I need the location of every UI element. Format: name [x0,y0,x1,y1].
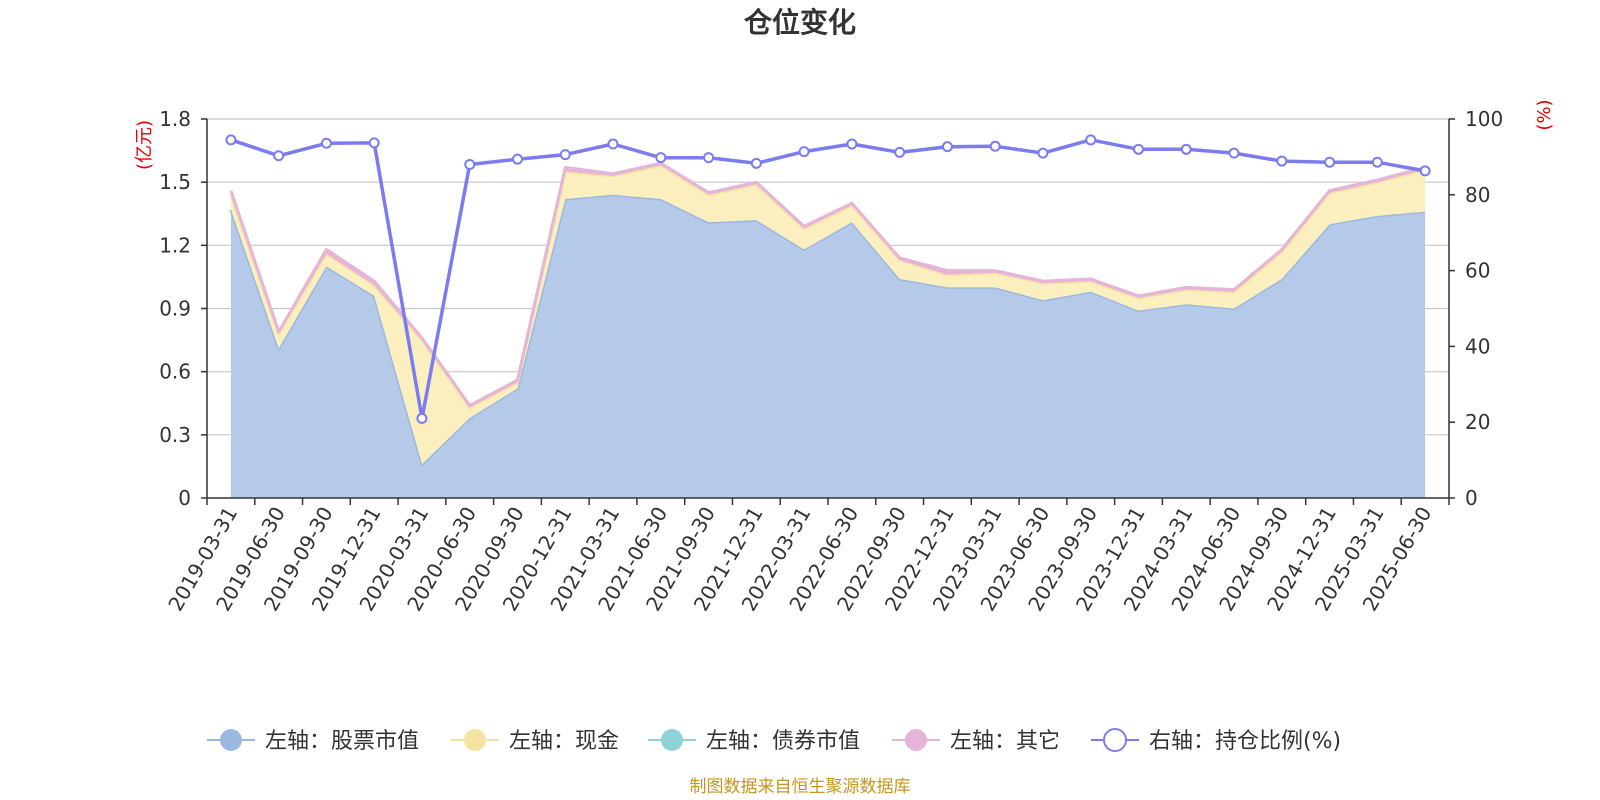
chart-title: 仓位变化 [744,6,856,39]
ratio-point [320,137,332,149]
left-tick-label: 1.8 [159,107,191,131]
legend-marker-1 [464,729,486,751]
right-tick-label: 60 [1465,259,1490,283]
right-axis-unit: (%) [1534,99,1555,130]
legend-label-2: 左轴：债券市值 [706,729,860,754]
ratio-point [1371,156,1383,168]
left-tick-label: 1.5 [159,170,191,194]
ratio-line-path [230,138,1426,421]
ratio-point [846,138,858,150]
left-tick-label: 0 [178,486,191,510]
ratio-point [1276,155,1288,167]
ratio-line [225,134,1431,424]
ratio-point [798,146,810,158]
ratio-point [559,149,571,161]
area-0 [230,194,1426,499]
ratio-point [368,137,380,149]
left-tick-label: 0.3 [159,423,191,447]
right-tick-label: 20 [1465,410,1490,434]
ratio-point [416,412,428,424]
ratio-point [273,150,285,162]
legend-marker-2 [661,729,683,751]
ratio-point [1085,134,1097,146]
legend-marker-3 [905,729,927,751]
legend-label-3: 左轴：其它 [950,729,1060,754]
right-tick-label: 100 [1465,107,1503,131]
ratio-point [607,138,619,150]
ratio-point [1324,156,1336,168]
ratio-point [941,141,953,153]
legend: 左轴：股票市值 左轴：现金 左轴：债券市值 左轴：其它 右轴：持仓比例(%) [207,728,1341,754]
area-1 [230,165,1426,465]
stacked-areas [229,161,1426,499]
legend-marker-0 [220,729,242,751]
left-tick-label: 0.6 [159,360,191,384]
ratio-point [1133,143,1144,155]
legend-label-1: 左轴：现金 [509,729,619,754]
ratio-point [1419,165,1431,177]
legend-label-4: 右轴：持仓比例(%) [1149,729,1341,754]
ratio-point [1228,147,1240,159]
right-tick-label: 40 [1465,334,1490,358]
legend-marker-4 [1103,728,1127,752]
ratio-point [989,140,1001,152]
left-axis-unit: (亿元) [134,120,155,170]
area-edge-3 [229,161,1426,407]
ratio-point [464,158,476,170]
right-tick-label: 0 [1465,486,1478,510]
ratio-point [512,153,523,165]
ratio-point [1180,143,1192,155]
ratio-point [655,152,667,164]
legend-label-0: 左轴：股票市值 [265,729,419,754]
right-tick-label: 80 [1465,183,1490,207]
ratio-point [750,157,762,169]
ratio-point [1037,147,1049,159]
left-tick-label: 0.9 [159,297,191,321]
ratio-point [703,152,715,164]
left-tick-label: 1.2 [159,233,191,257]
ratio-point [894,146,906,158]
data-source-note: 制图数据来自恒生聚源数据库 [690,777,911,797]
ratio-point [225,134,237,146]
